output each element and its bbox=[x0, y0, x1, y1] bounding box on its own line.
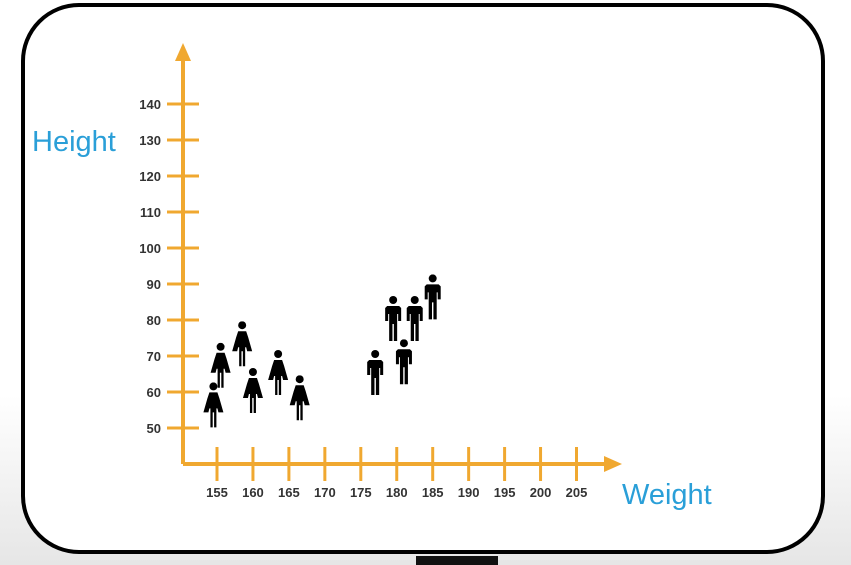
data-point-male-icon bbox=[367, 350, 384, 395]
x-axis-arrowhead bbox=[604, 456, 622, 472]
y-tick-label: 140 bbox=[139, 97, 161, 112]
markers bbox=[203, 274, 441, 428]
data-point-female-icon bbox=[289, 375, 310, 421]
x-tick-label: 155 bbox=[206, 485, 228, 500]
y-tick-label: 50 bbox=[147, 421, 161, 436]
y-tick-label: 120 bbox=[139, 169, 161, 184]
y-tick-label: 110 bbox=[140, 205, 161, 220]
data-point-female-icon bbox=[203, 382, 224, 428]
x-tick-label: 200 bbox=[530, 485, 552, 500]
x-tick-label: 175 bbox=[350, 485, 372, 500]
x-ticks: 155 160 165 170 175 180 185 190 195 200 205 bbox=[206, 447, 587, 500]
x-tick-label: 160 bbox=[242, 485, 264, 500]
y-tick-label: 60 bbox=[147, 385, 161, 400]
y-tick-label: 100 bbox=[139, 241, 161, 256]
data-point-male-icon bbox=[385, 296, 402, 341]
y-tick-label: 80 bbox=[147, 313, 161, 328]
y-tick-label: 90 bbox=[147, 277, 161, 292]
data-point-female-icon bbox=[268, 350, 289, 395]
y-axis-title: Height bbox=[32, 126, 116, 158]
data-point-male-icon bbox=[395, 339, 412, 385]
x-axis-title: Weight bbox=[622, 479, 712, 511]
data-point-male-icon bbox=[406, 296, 423, 341]
y-tick-label: 70 bbox=[147, 349, 161, 364]
x-tick-label: 185 bbox=[422, 485, 444, 500]
y-ticks: 50 60 70 80 90 100 110 120 130 140 bbox=[139, 97, 199, 436]
x-tick-label: 165 bbox=[278, 485, 300, 500]
data-point-female-icon bbox=[210, 342, 231, 388]
data-point-female-icon bbox=[232, 321, 253, 367]
x-tick-label: 180 bbox=[386, 485, 408, 500]
x-tick-label: 170 bbox=[314, 485, 336, 500]
y-tick-label: 130 bbox=[139, 133, 161, 148]
bottom-tab bbox=[416, 556, 498, 565]
y-axis-arrowhead bbox=[175, 43, 191, 61]
x-tick-label: 205 bbox=[566, 485, 588, 500]
data-point-female-icon bbox=[242, 368, 263, 413]
x-tick-label: 195 bbox=[494, 485, 516, 500]
x-tick-label: 190 bbox=[458, 485, 480, 500]
axes bbox=[175, 43, 622, 472]
data-point-male-icon bbox=[424, 274, 441, 320]
